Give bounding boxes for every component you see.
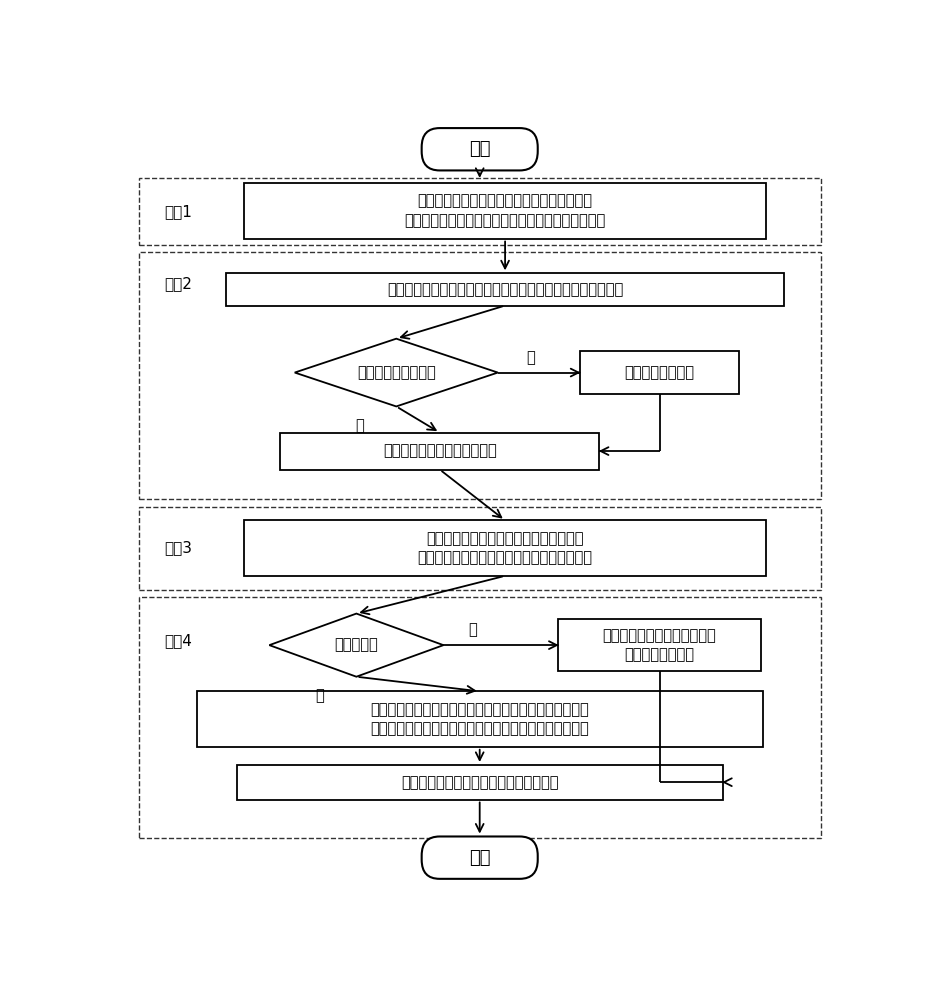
- Polygon shape: [295, 339, 498, 406]
- Bar: [139, 178, 821, 245]
- Text: 是: 是: [356, 418, 364, 433]
- Text: 步骤4: 步骤4: [165, 633, 193, 648]
- Text: 账户余额是否充足？: 账户余额是否充足？: [357, 365, 435, 380]
- FancyBboxPatch shape: [280, 433, 599, 470]
- Text: 验票终端存储消费账单，通过语音提醒乘客，扫码成功，
并将消费记录上传至云端服务器，由云端服务器进行扣费: 验票终端存储消费账单，通过语音提醒乘客，扫码成功， 并将消费记录上传至云端服务器…: [371, 702, 589, 736]
- FancyBboxPatch shape: [579, 351, 739, 394]
- Polygon shape: [270, 614, 444, 677]
- Text: 开始: 开始: [469, 140, 490, 158]
- FancyBboxPatch shape: [237, 765, 723, 800]
- Text: 否: 否: [468, 622, 476, 637]
- FancyBboxPatch shape: [226, 273, 784, 306]
- Text: 验证通过？: 验证通过？: [334, 638, 378, 653]
- Text: 公共交通验票终端开机，准备运行环境、自检
、联网、读取票价信息等，并实时扫描二维码感应区: 公共交通验票终端开机，准备运行环境、自检 、联网、读取票价信息等，并实时扫描二维…: [404, 193, 606, 228]
- Text: 提醒乘客，扫码失败，以其他
方式支付或重试。: 提醒乘客，扫码失败，以其他 方式支付或重试。: [603, 628, 716, 663]
- Bar: [139, 252, 821, 499]
- FancyBboxPatch shape: [558, 619, 761, 671]
- Bar: [139, 507, 821, 590]
- Text: 步骤2: 步骤2: [165, 276, 193, 291]
- Text: 验票软件显示消费成功，并结束本次交易: 验票软件显示消费成功，并结束本次交易: [401, 775, 559, 790]
- FancyBboxPatch shape: [422, 128, 537, 170]
- Text: 结束: 结束: [469, 849, 490, 867]
- Text: 验票软件即时生成二维码信息: 验票软件即时生成二维码信息: [383, 444, 497, 459]
- FancyBboxPatch shape: [244, 183, 767, 239]
- Text: 否: 否: [526, 350, 534, 365]
- Bar: [139, 597, 821, 838]
- Text: 是: 是: [315, 688, 325, 703]
- Text: 步骤1: 步骤1: [165, 204, 193, 219]
- FancyBboxPatch shape: [244, 520, 767, 576]
- FancyBboxPatch shape: [197, 691, 763, 747]
- FancyBboxPatch shape: [422, 836, 537, 879]
- Text: 乘客上车前，打开验票软件，输入起始站点以及终点站点信息: 乘客上车前，打开验票软件，输入起始站点以及终点站点信息: [387, 282, 623, 297]
- Text: 用户充值云端钱包: 用户充值云端钱包: [624, 365, 695, 380]
- Text: 步骤3: 步骤3: [165, 541, 193, 556]
- Text: 乘客上车，在验票终端上特定区域扫码，
验票终端识别二维码，并对编码信息进行验证: 乘客上车，在验票终端上特定区域扫码， 验票终端识别二维码，并对编码信息进行验证: [417, 531, 592, 566]
